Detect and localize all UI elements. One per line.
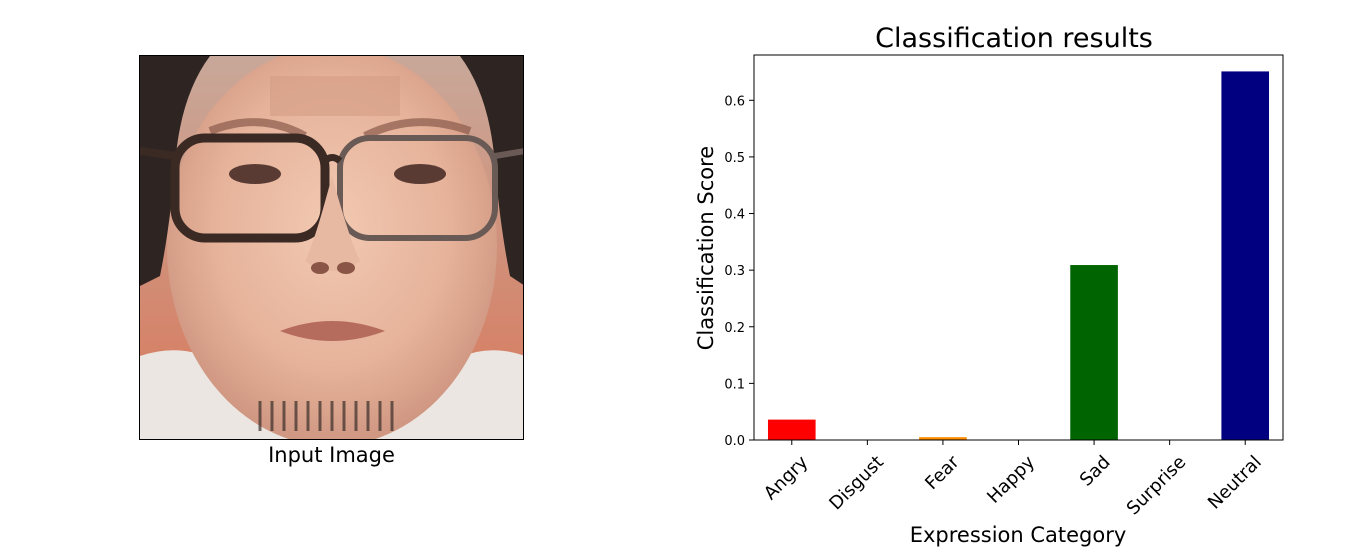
y-tick-label: 0.5: [724, 151, 745, 166]
bar-neutral: [1221, 71, 1270, 440]
y-axis-ticks: 0.0 0.1 0.2 0.3 0.4 0.5 0.6: [724, 94, 754, 449]
plot-frame: [753, 54, 1284, 441]
y-tick-label: 0.0: [724, 434, 745, 449]
input-image-caption: Input Image: [268, 443, 395, 467]
x-tick-label-disgust: Disgust: [825, 452, 888, 515]
bar-fear: [919, 437, 967, 440]
bar-sad: [1070, 265, 1118, 440]
x-tick-label-neutral: Neutral: [1204, 452, 1266, 514]
input-image: [139, 55, 524, 440]
y-tick-label: 0.6: [724, 94, 745, 109]
bar-angry: [767, 419, 816, 440]
y-tick-label: 0.4: [724, 208, 745, 223]
y-axis-label: Classification Score: [694, 146, 718, 350]
y-tick-label: 0.1: [724, 377, 745, 392]
x-tick-label-angry: Angry: [760, 451, 813, 504]
x-tick-label-fear: Fear: [921, 451, 964, 494]
x-tick-label-sad: Sad: [1076, 452, 1115, 491]
y-tick-label: 0.2: [724, 321, 745, 336]
chart-title: Classification results: [875, 23, 1153, 54]
face-photo-illustration: [140, 56, 523, 439]
x-axis-label: Expression Category: [910, 523, 1127, 547]
x-tick-label-happy: Happy: [983, 451, 1039, 507]
y-tick-label: 0.3: [724, 264, 745, 279]
x-tick-label-surprise: Surprise: [1123, 452, 1191, 520]
x-axis-ticks: Angry Disgust Fear Happy Sad Surprise Neutral: [760, 440, 1266, 519]
bars-layer: [767, 71, 1270, 440]
